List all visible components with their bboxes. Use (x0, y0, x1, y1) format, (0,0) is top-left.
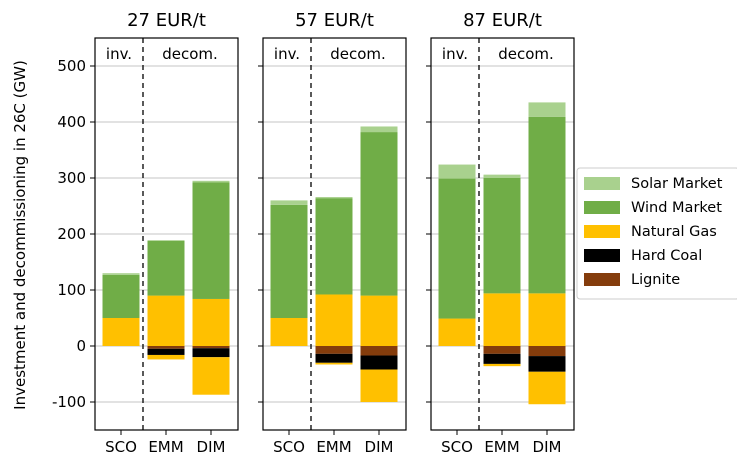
bar-segment (528, 371, 566, 405)
y-tick-label: 300 (57, 169, 86, 187)
legend-swatch (584, 273, 620, 286)
legend-label: Solar Market (631, 176, 723, 192)
bar-segment (147, 346, 185, 349)
bar-segment (315, 346, 353, 354)
bar-segment (270, 318, 308, 346)
y-tick-label: -100 (52, 393, 86, 411)
bar-segment (315, 353, 353, 363)
bar-segment (102, 274, 140, 318)
x-tick-label: SCO (441, 438, 473, 456)
bar-segment (483, 293, 521, 346)
bar-segment (438, 178, 476, 319)
bar-segment (438, 318, 476, 346)
bar-segment (315, 197, 353, 199)
bar-segment (360, 369, 398, 402)
bar-segment (360, 355, 398, 370)
legend-label: Wind Market (631, 200, 722, 216)
panel: 87 EUR/t inv. decom. SCO EMM DIM (426, 10, 575, 456)
bar-segment (360, 126, 398, 133)
bar-segment (315, 198, 353, 295)
bar-segment (315, 294, 353, 346)
x-tick-label: DIM (365, 438, 394, 456)
bar-segment (102, 273, 140, 275)
x-tick-label: EMM (484, 438, 519, 456)
bar-segment (192, 346, 230, 349)
bar-segment (270, 204, 308, 318)
section-label-decom: decom. (162, 45, 218, 63)
section-label-inv: inv. (442, 45, 468, 63)
bar-segment (483, 363, 521, 367)
bar-segment (315, 362, 353, 365)
bar-segment (192, 182, 230, 299)
legend-swatch (584, 249, 620, 262)
panel-title: 27 EUR/t (127, 10, 206, 31)
y-tick-label: 0 (76, 337, 86, 355)
x-tick-label: EMM (148, 438, 183, 456)
legend-label: Hard Coal (631, 248, 702, 264)
bar-segment (360, 295, 398, 346)
y-tick-label: 400 (57, 113, 86, 131)
bar-segment (270, 200, 308, 205)
y-tick-label: 100 (57, 281, 86, 299)
bar-segment (528, 293, 566, 346)
section-label-decom: decom. (498, 45, 554, 63)
legend: Solar Market Wind Market Natural Gas Hard C… (576, 167, 737, 300)
legend-swatch (584, 225, 620, 238)
section-label-decom: decom. (330, 45, 386, 63)
legend-swatch (584, 201, 620, 214)
legend-swatch (584, 177, 620, 190)
bar-segment (192, 348, 230, 358)
panel: 27 EUR/t inv. decom. -100 0 100 200 300 400 500 SC… (52, 10, 239, 456)
bar-segment (483, 346, 521, 354)
panel: 57 EUR/t inv. decom. SCO EMM DIM (258, 10, 407, 456)
y-tick-label: 500 (57, 57, 86, 75)
bar-segment (147, 295, 185, 346)
bar-segment (147, 348, 185, 355)
section-label-inv: inv. (106, 45, 132, 63)
legend-label: Lignite (631, 272, 680, 288)
bar-segment (192, 180, 230, 183)
bar-segment (528, 102, 566, 117)
bar-segment (438, 164, 476, 179)
bar-segment (147, 354, 185, 360)
bar-segment (528, 356, 566, 372)
bar-segment (102, 318, 140, 346)
y-axis-label: Investment and decommissioning in 26C (G… (11, 60, 29, 410)
bar-segment (147, 240, 185, 296)
panel-title: 87 EUR/t (463, 10, 542, 31)
section-label-inv: inv. (274, 45, 300, 63)
bar-segment (360, 346, 398, 356)
bar-segment (483, 174, 521, 178)
bar-segment (528, 346, 566, 357)
bar-segment (528, 116, 566, 294)
bar-segment (483, 178, 521, 294)
legend-frame (576, 167, 737, 300)
bar-segment (147, 240, 185, 241)
x-tick-label: DIM (197, 438, 226, 456)
x-tick-label: SCO (273, 438, 305, 456)
x-tick-label: EMM (316, 438, 351, 456)
bar-segment (192, 298, 230, 346)
panels-group: 27 EUR/t inv. decom. -100 0 100 200 300 400 500 SC… (52, 10, 575, 456)
panel-title: 57 EUR/t (295, 10, 374, 31)
bar-segment (360, 132, 398, 296)
legend-label: Natural Gas (631, 224, 717, 240)
x-tick-label: SCO (105, 438, 137, 456)
y-tick-label: 200 (57, 225, 86, 243)
x-tick-label: DIM (533, 438, 562, 456)
bar-segment (483, 353, 521, 364)
bar-segment (192, 357, 230, 395)
